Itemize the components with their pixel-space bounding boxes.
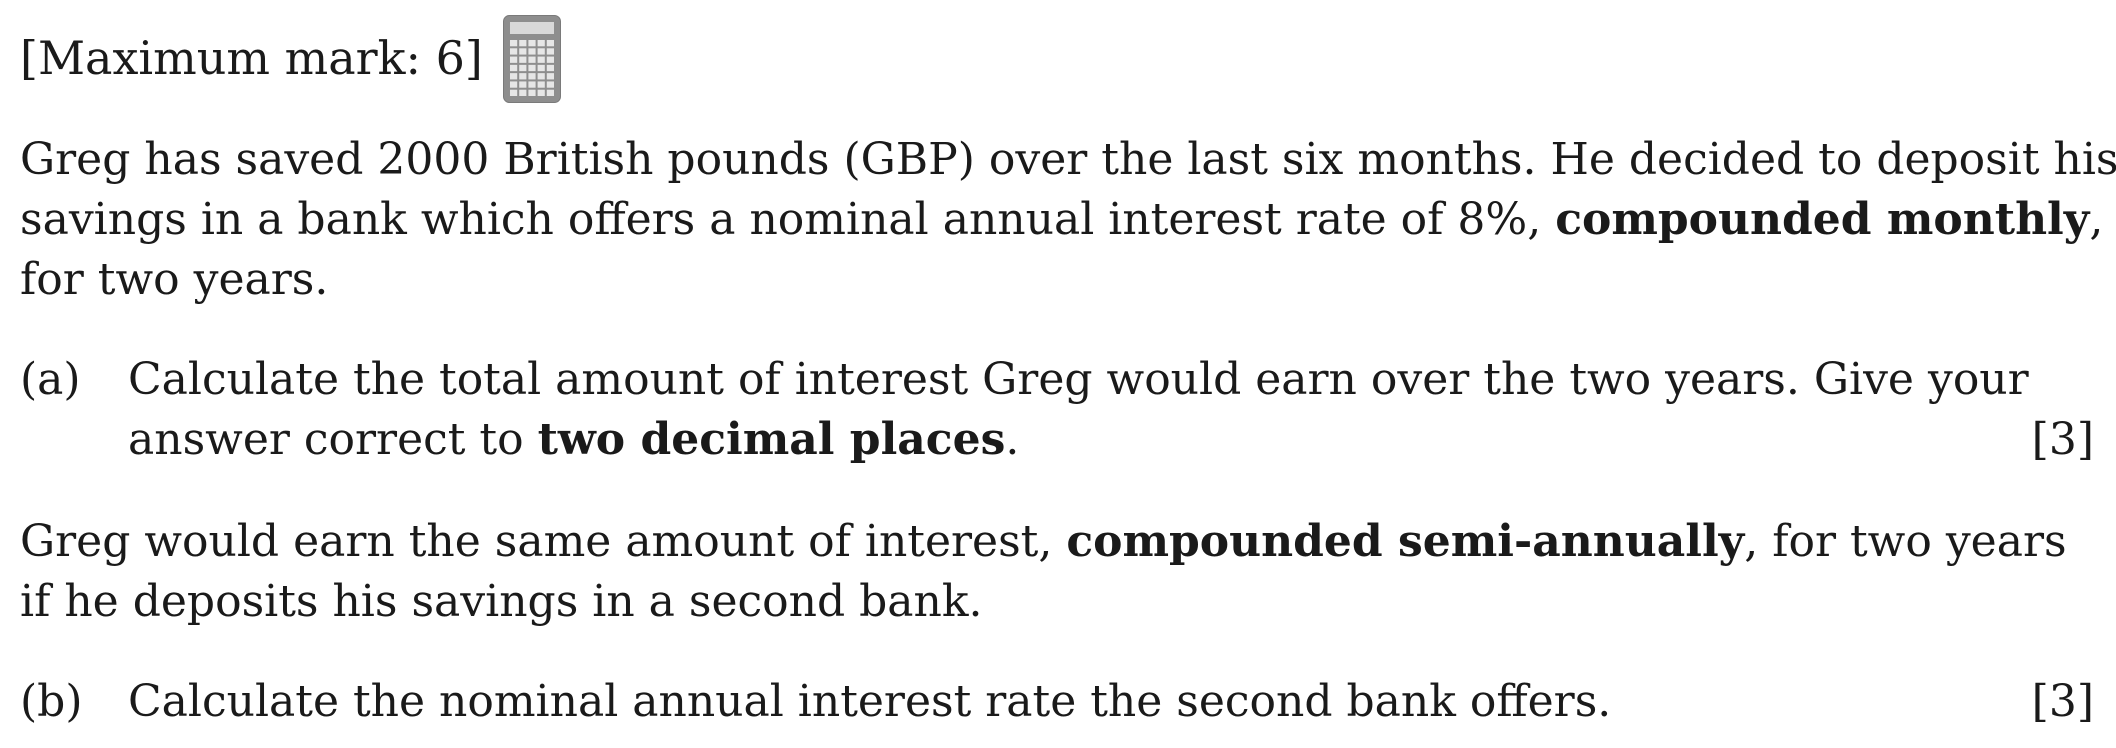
compounded-monthly-emphasis: compounded monthly <box>1555 194 2090 245</box>
calculator-key <box>546 40 554 47</box>
calculator-key <box>528 81 536 88</box>
two-decimal-places-emphasis: two decimal places <box>537 414 1006 465</box>
calculator-key <box>510 73 518 80</box>
compounded-semi-annually-emphasis: compounded semi-annually <box>1066 516 1745 567</box>
part-b-label: (b) <box>20 676 83 727</box>
part-b-question: Calculate the nominal annual interest ra… <box>128 676 1612 727</box>
intro-line-3: for two years. <box>20 254 329 305</box>
calculator-key <box>510 40 518 47</box>
calculator-key <box>519 56 527 63</box>
middle-paragraph: Greg would earn the same amount of inter… <box>20 512 2067 632</box>
calculator-key <box>528 56 536 63</box>
calculator-key <box>519 40 527 47</box>
part-b-marks: [3] <box>2031 676 2094 727</box>
intro-paragraph: Greg has saved 2000 British pounds (GBP)… <box>20 130 2116 310</box>
part-a-label: (a) <box>20 354 81 405</box>
calculator-key <box>537 40 545 47</box>
intro-line-2-punct: , <box>2089 194 2104 245</box>
calculator-key <box>519 73 527 80</box>
calculator-key <box>528 89 536 96</box>
calculator-key <box>528 48 536 55</box>
calculator-key <box>537 56 545 63</box>
calculator-key <box>519 64 527 72</box>
calculator-key <box>510 56 518 63</box>
maximum-mark: [Maximum mark: 6] <box>20 31 483 85</box>
calculator-key <box>537 64 545 72</box>
calculator-key <box>546 73 554 80</box>
calculator-key <box>537 48 545 55</box>
part-a-line-2-punct: . <box>1005 414 1020 465</box>
calculator-key <box>510 64 518 72</box>
calculator-key <box>546 89 554 96</box>
calculator-key <box>528 73 536 80</box>
calculator-key <box>510 48 518 55</box>
calculator-key <box>537 89 545 96</box>
calculator-key <box>546 56 554 63</box>
intro-line-2: savings in a bank which offers a nominal… <box>20 190 2103 250</box>
calculator-key <box>528 64 536 72</box>
part-a-question: Calculate the total amount of interest G… <box>128 350 2029 470</box>
calculator-key <box>546 81 554 88</box>
part-a-line-1: Calculate the total amount of interest G… <box>128 354 2029 405</box>
calculator-icon <box>503 15 561 103</box>
calculator-key <box>519 81 527 88</box>
middle-line-1-tail: , for two years <box>1744 516 2067 567</box>
calculator-key <box>546 64 554 72</box>
calculator-key <box>546 48 554 55</box>
calculator-key <box>510 81 518 88</box>
intro-line-1: Greg has saved 2000 British pounds (GBP)… <box>20 134 2116 185</box>
middle-line-1-text: Greg would earn the same amount of inter… <box>20 516 1067 567</box>
calculator-key <box>537 81 545 88</box>
part-a-marks: [3] <box>2031 414 2094 465</box>
intro-line-2-text: savings in a bank which offers a nominal… <box>20 194 1556 245</box>
calculator-key <box>519 89 527 96</box>
part-a-line-2: answer correct to two decimal places. <box>128 410 2029 470</box>
calculator-key <box>528 40 536 47</box>
calculator-key <box>510 89 518 96</box>
calculator-key <box>519 48 527 55</box>
part-a-line-2-text: answer correct to <box>128 414 538 465</box>
calculator-key <box>537 73 545 80</box>
middle-line-2: if he deposits his savings in a second b… <box>20 576 983 627</box>
middle-line-1: Greg would earn the same amount of inter… <box>20 512 2067 572</box>
